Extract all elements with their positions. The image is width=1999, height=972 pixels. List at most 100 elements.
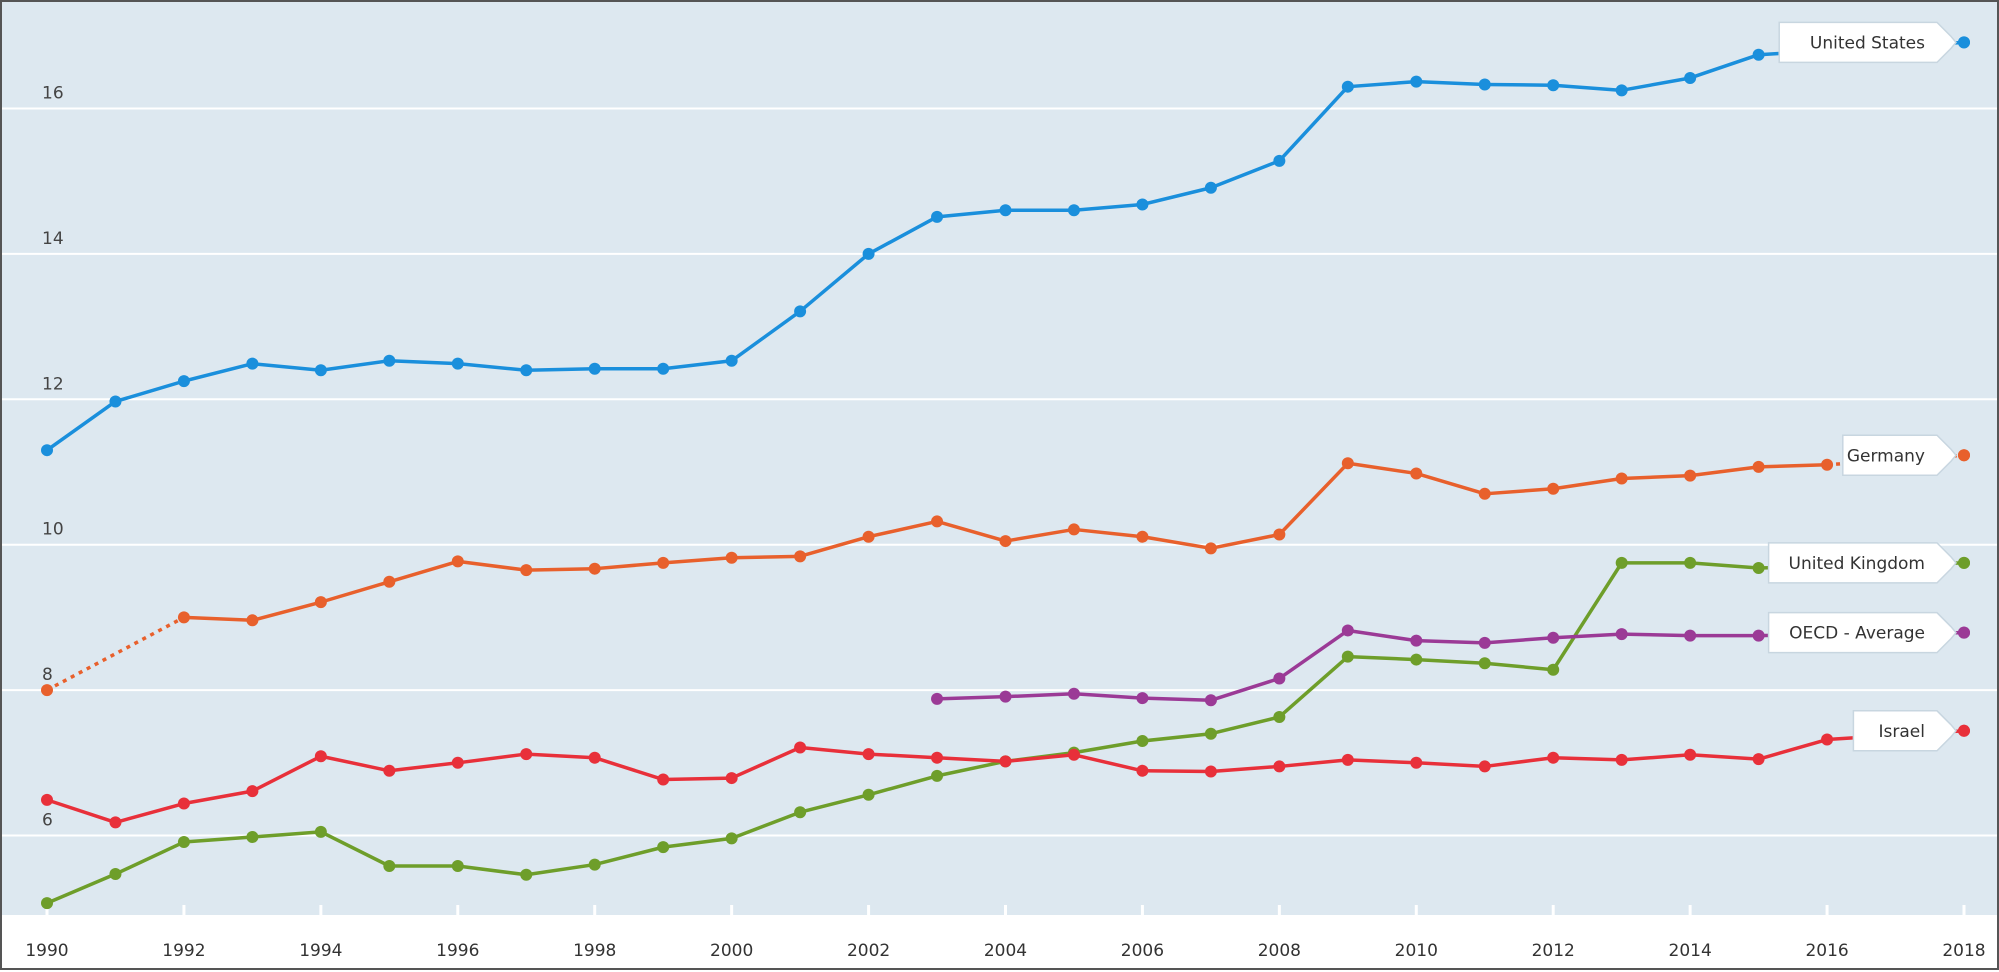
data-point <box>1958 626 1970 639</box>
data-point <box>1958 724 1970 737</box>
data-point <box>520 868 533 881</box>
line-segment <box>1416 761 1485 769</box>
line-segment <box>1551 561 1624 671</box>
data-point <box>1136 734 1149 747</box>
data-point <box>1684 629 1697 642</box>
data-point <box>1958 556 1970 569</box>
data-point <box>1752 561 1765 574</box>
line-segment <box>1347 758 1417 765</box>
data-point <box>1341 753 1354 766</box>
data-point <box>1752 753 1765 766</box>
line-segment <box>45 400 117 452</box>
y-tick-label: 8 <box>42 665 53 685</box>
data-point <box>41 793 53 806</box>
line-segment <box>320 754 390 773</box>
line-segment <box>1415 471 1486 496</box>
data-point <box>725 772 738 785</box>
line-segment <box>1278 85 1350 163</box>
line-segment <box>1210 715 1280 736</box>
data-point <box>1341 80 1354 93</box>
data-point <box>520 564 533 577</box>
line-segment <box>936 208 1006 219</box>
line-segment <box>1142 186 1212 207</box>
line-segment <box>1552 476 1622 491</box>
x-tick-label: 2018 <box>1942 941 1985 961</box>
data-point <box>657 556 670 569</box>
data-point <box>1204 694 1217 707</box>
line-segment <box>388 559 459 584</box>
data-point <box>1547 79 1560 92</box>
x-tick-label: 2000 <box>710 941 753 961</box>
line-segment <box>1484 661 1554 672</box>
plot-background <box>2 2 1997 915</box>
data-point <box>862 530 875 543</box>
label-box <box>1842 434 1957 477</box>
line-segment <box>1553 83 1622 93</box>
data-point <box>1547 751 1560 764</box>
line-segment <box>594 845 664 867</box>
line-segment <box>1073 527 1143 539</box>
x-tick-label: 1994 <box>299 941 342 961</box>
data-point <box>862 748 875 761</box>
line-segment <box>1484 636 1554 645</box>
line-segment <box>663 776 732 782</box>
line-segment <box>936 694 1006 701</box>
data-point <box>1067 204 1080 217</box>
data-point <box>41 897 53 910</box>
line-segment <box>1347 654 1417 662</box>
series-label: Germany <box>1847 446 1925 466</box>
line-segment <box>320 830 391 868</box>
line-segment <box>457 752 527 765</box>
data-point <box>1958 36 1970 49</box>
data-point <box>246 614 259 627</box>
x-tick-label: 2010 <box>1395 941 1438 961</box>
line-segment <box>662 359 732 371</box>
line-segment <box>1278 462 1350 536</box>
label-box <box>1767 542 1957 584</box>
data-point <box>657 841 670 854</box>
line-segment <box>1621 76 1691 93</box>
line-segment <box>114 801 185 825</box>
data-point <box>1067 523 1080 536</box>
line-segment <box>1416 638 1485 645</box>
line-segment <box>868 519 938 539</box>
line-segment <box>730 745 801 780</box>
data-point <box>41 684 53 697</box>
line-segment <box>183 615 253 623</box>
data-point <box>794 806 807 819</box>
data-point <box>177 611 190 624</box>
data-point <box>931 515 944 528</box>
x-tick-label: 2006 <box>1121 941 1164 961</box>
data-point <box>931 751 944 764</box>
data-point <box>383 354 396 367</box>
line-segment <box>1347 79 1417 89</box>
data-point <box>1478 636 1491 649</box>
x-tick-label: 2002 <box>847 941 890 961</box>
line-segment <box>936 755 1006 764</box>
series-oecd-average: OECD - Average <box>931 611 1970 707</box>
line-segment <box>662 836 732 849</box>
data-point <box>999 204 1012 217</box>
data-point <box>451 357 464 370</box>
line-segment <box>867 215 938 256</box>
data-point <box>1821 733 1834 746</box>
data-point <box>451 756 464 769</box>
line-segment <box>1690 561 1759 570</box>
data-point <box>1410 467 1423 480</box>
data-point <box>1547 631 1560 644</box>
data-point <box>383 764 396 777</box>
x-tick-label: 2014 <box>1669 941 1712 961</box>
data-point <box>931 769 944 782</box>
data-point <box>246 830 259 843</box>
line-segment <box>594 561 664 571</box>
line-segment <box>1005 753 1075 764</box>
line-segment <box>114 840 185 876</box>
line-segment <box>1005 691 1075 699</box>
y-tick-label: 14 <box>42 229 64 249</box>
data-point <box>1684 71 1697 84</box>
label-box <box>1852 710 1957 752</box>
line-segment <box>320 580 390 604</box>
data-point <box>1341 650 1354 663</box>
data-point <box>451 555 464 568</box>
data-point <box>109 395 122 408</box>
